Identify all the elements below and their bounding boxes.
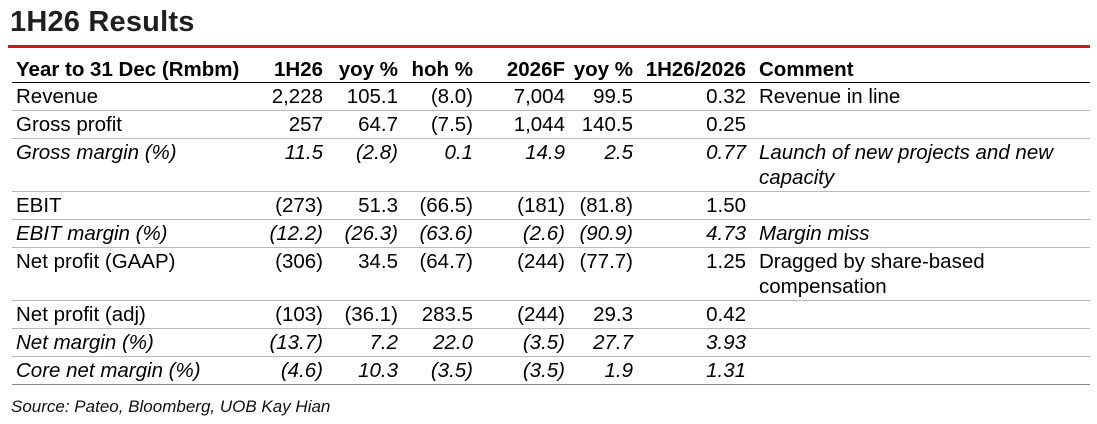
- value-cell: 10.3: [323, 356, 398, 385]
- comment-cell: Revenue in line: [746, 82, 1090, 111]
- value-cell: (273): [252, 191, 323, 220]
- table-body: Revenue 2,228 105.1 (8.0) 7,004 99.5 0.32 Reven…: [12, 82, 1090, 385]
- value-cell: (64.7): [398, 247, 473, 301]
- value-cell: (4.6): [252, 356, 323, 385]
- value-cell: 1,044: [473, 110, 565, 139]
- comment-cell: [746, 300, 1090, 329]
- value-cell: (244): [473, 300, 565, 329]
- column-header: 1H26/2026: [633, 57, 746, 83]
- value-cell: 0.42: [633, 300, 746, 329]
- table-row: Gross margin (%) 11.5 (2.8) 0.1 14.9 2.5 0.77 L…: [12, 138, 1090, 192]
- page-title: 1H26 Results: [10, 6, 195, 38]
- column-header: Year to 31 Dec (Rmbm): [12, 57, 252, 83]
- table-row: EBIT margin (%) (12.2) (26.3) (63.6) (2.6) (9…: [12, 219, 1090, 248]
- value-cell: (3.5): [398, 356, 473, 385]
- title-divider: [8, 45, 1090, 48]
- value-cell: 22.0: [398, 328, 473, 357]
- comment-cell: Margin miss: [746, 219, 1090, 248]
- value-cell: 7.2: [323, 328, 398, 357]
- value-cell: (3.5): [473, 356, 565, 385]
- value-cell: 64.7: [323, 110, 398, 139]
- value-cell: 34.5: [323, 247, 398, 301]
- value-cell: (13.7): [252, 328, 323, 357]
- table-header-row: Year to 31 Dec (Rmbm) 1H26 yoy % hoh % 2…: [12, 57, 1090, 83]
- value-cell: (12.2): [252, 219, 323, 248]
- value-cell: 29.3: [565, 300, 633, 329]
- row-label: Gross profit: [12, 110, 252, 139]
- row-label: Gross margin (%): [12, 138, 252, 192]
- value-cell: (2.8): [323, 138, 398, 192]
- value-cell: 140.5: [565, 110, 633, 139]
- table-row: Core net margin (%) (4.6) 10.3 (3.5) (3.5) 1.…: [12, 356, 1090, 385]
- value-cell: 0.25: [633, 110, 746, 139]
- value-cell: 0.1: [398, 138, 473, 192]
- value-cell: 27.7: [565, 328, 633, 357]
- value-cell: 51.3: [323, 191, 398, 220]
- value-cell: 4.73: [633, 219, 746, 248]
- value-cell: 257: [252, 110, 323, 139]
- comment-cell: [746, 356, 1090, 385]
- row-label: EBIT: [12, 191, 252, 220]
- value-cell: (103): [252, 300, 323, 329]
- row-label: Net profit (adj): [12, 300, 252, 329]
- value-cell: (66.5): [398, 191, 473, 220]
- value-cell: (306): [252, 247, 323, 301]
- column-header: hoh %: [398, 57, 473, 83]
- comment-cell: Dragged by share-based compensation: [746, 247, 1090, 301]
- value-cell: (77.7): [565, 247, 633, 301]
- row-label: Net profit (GAAP): [12, 247, 252, 301]
- value-cell: (81.8): [565, 191, 633, 220]
- row-label: Core net margin (%): [12, 356, 252, 385]
- table-row: Net profit (adj) (103) (36.1) 283.5 (244) 29.…: [12, 300, 1090, 329]
- table-row: Net profit (GAAP) (306) 34.5 (64.7) (244) (77…: [12, 247, 1090, 301]
- table-row: Revenue 2,228 105.1 (8.0) 7,004 99.5 0.32 Reven…: [12, 82, 1090, 111]
- column-header: yoy %: [323, 57, 398, 83]
- value-cell: (181): [473, 191, 565, 220]
- value-cell: 14.9: [473, 138, 565, 192]
- table-row: EBIT (273) 51.3 (66.5) (181) (81.8) 1.50: [12, 191, 1090, 220]
- value-cell: 1.9: [565, 356, 633, 385]
- value-cell: 105.1: [323, 82, 398, 111]
- comment-cell: [746, 191, 1090, 220]
- value-cell: (244): [473, 247, 565, 301]
- table-row: Gross profit 257 64.7 (7.5) 1,044 140.5 0.25: [12, 110, 1090, 139]
- value-cell: (36.1): [323, 300, 398, 329]
- value-cell: 7,004: [473, 82, 565, 111]
- value-cell: 2,228: [252, 82, 323, 111]
- value-cell: 1.25: [633, 247, 746, 301]
- value-cell: 11.5: [252, 138, 323, 192]
- comment-cell: [746, 328, 1090, 357]
- value-cell: 1.31: [633, 356, 746, 385]
- results-table: Year to 31 Dec (Rmbm) 1H26 yoy % hoh % 2…: [12, 57, 1090, 385]
- value-cell: 0.77: [633, 138, 746, 192]
- source-note: Source: Pateo, Bloomberg, UOB Kay Hian: [11, 397, 331, 416]
- value-cell: 3.93: [633, 328, 746, 357]
- column-header: Comment: [746, 57, 1090, 83]
- value-cell: 283.5: [398, 300, 473, 329]
- column-header: 1H26: [252, 57, 323, 83]
- value-cell: (90.9): [565, 219, 633, 248]
- value-cell: (7.5): [398, 110, 473, 139]
- row-label: Revenue: [12, 82, 252, 111]
- row-label: Net margin (%): [12, 328, 252, 357]
- row-label: EBIT margin (%): [12, 219, 252, 248]
- value-cell: (63.6): [398, 219, 473, 248]
- value-cell: 0.32: [633, 82, 746, 111]
- column-header: yoy %: [565, 57, 633, 83]
- value-cell: (8.0): [398, 82, 473, 111]
- value-cell: (26.3): [323, 219, 398, 248]
- value-cell: 1.50: [633, 191, 746, 220]
- column-header: 2026F: [473, 57, 565, 83]
- comment-cell: [746, 110, 1090, 139]
- value-cell: (2.6): [473, 219, 565, 248]
- comment-cell: Launch of new projects and new capacity: [746, 138, 1090, 192]
- table-row: Net margin (%) (13.7) 7.2 22.0 (3.5) 27.7 3.93: [12, 328, 1090, 357]
- value-cell: 2.5: [565, 138, 633, 192]
- value-cell: (3.5): [473, 328, 565, 357]
- value-cell: 99.5: [565, 82, 633, 111]
